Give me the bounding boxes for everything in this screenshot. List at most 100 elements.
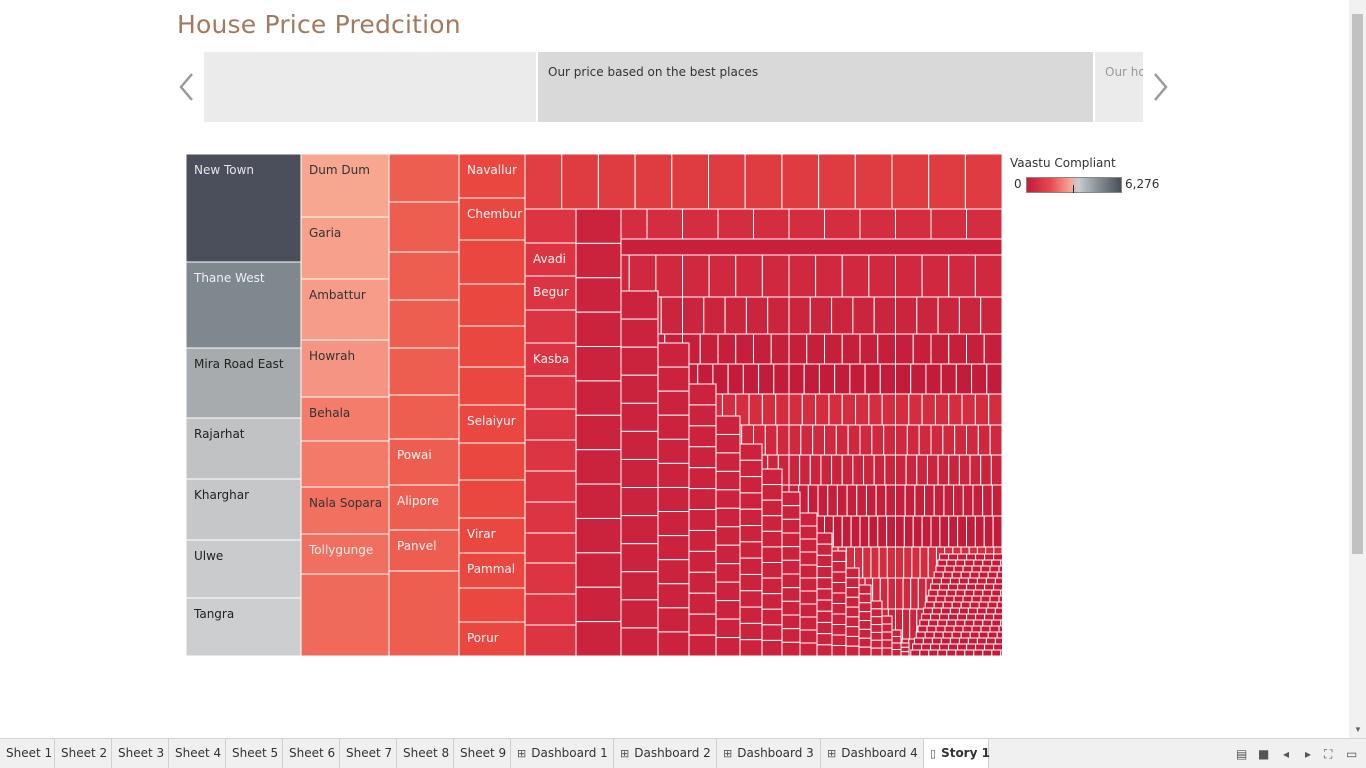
treemap-tile[interactable] bbox=[900, 642, 910, 648]
treemap-tile[interactable] bbox=[900, 646, 910, 653]
treemap-tile[interactable] bbox=[854, 154, 893, 210]
treemap-tile[interactable] bbox=[781, 614, 801, 630]
treemap-tile[interactable] bbox=[924, 484, 935, 517]
treemap-tile[interactable] bbox=[831, 613, 847, 625]
treemap-tile[interactable] bbox=[881, 623, 893, 633]
treemap-tile[interactable] bbox=[781, 600, 801, 616]
treemap-tile[interactable] bbox=[982, 589, 993, 597]
treemap-tile[interactable] bbox=[575, 311, 622, 348]
treemap-tile[interactable] bbox=[845, 616, 860, 628]
treemap-tile[interactable] bbox=[966, 424, 979, 456]
treemap-tile[interactable] bbox=[824, 424, 837, 456]
treemap-tile[interactable] bbox=[715, 526, 741, 546]
treemap-tile[interactable] bbox=[186, 154, 302, 263]
treemap-tile[interactable] bbox=[953, 565, 964, 573]
treemap-tile[interactable] bbox=[300, 573, 390, 656]
treemap-tile[interactable] bbox=[657, 414, 690, 440]
treemap-tile[interactable] bbox=[831, 634, 847, 646]
treemap-tile[interactable] bbox=[912, 515, 923, 548]
treemap-tile[interactable] bbox=[832, 515, 843, 548]
treemap-tile[interactable] bbox=[881, 639, 893, 649]
treemap-tile[interactable] bbox=[983, 333, 1002, 367]
treemap-tile[interactable] bbox=[926, 595, 937, 603]
treemap-tile[interactable] bbox=[949, 637, 960, 645]
treemap-tile[interactable] bbox=[966, 643, 977, 651]
treemap-tile[interactable] bbox=[887, 577, 897, 610]
treemap-tile[interactable] bbox=[575, 449, 622, 485]
treemap-tile[interactable] bbox=[946, 649, 957, 656]
treemap-tile[interactable] bbox=[949, 577, 960, 585]
treemap-tile[interactable] bbox=[891, 649, 902, 657]
treemap-tile[interactable] bbox=[926, 454, 939, 486]
treemap-tile[interactable] bbox=[1000, 559, 1002, 567]
treemap-tile[interactable] bbox=[976, 607, 987, 615]
tab-dashboard-3[interactable]: ⊞ Dashboard 3 bbox=[717, 739, 821, 768]
treemap-tile[interactable] bbox=[868, 393, 883, 426]
treemap-tile[interactable] bbox=[620, 346, 659, 376]
treemap-tile[interactable] bbox=[914, 484, 926, 517]
treemap-tile[interactable] bbox=[831, 571, 847, 583]
treemap-tile[interactable] bbox=[807, 484, 819, 517]
treemap-tile[interactable] bbox=[781, 518, 801, 534]
treemap-tile[interactable] bbox=[524, 439, 577, 472]
treemap-tile[interactable] bbox=[646, 208, 683, 240]
treemap-tile[interactable] bbox=[917, 625, 928, 633]
tab-sheet-1[interactable]: Sheet 1 bbox=[0, 739, 55, 768]
scroll-down-icon[interactable]: ▼ bbox=[1354, 725, 1362, 734]
treemap-tile[interactable] bbox=[620, 543, 659, 573]
treemap-tile[interactable] bbox=[967, 637, 978, 645]
treemap-tile[interactable] bbox=[994, 577, 1002, 585]
treemap-tile[interactable] bbox=[973, 559, 984, 567]
treemap-tile[interactable] bbox=[913, 637, 924, 645]
treemap-tile[interactable] bbox=[958, 607, 969, 615]
treemap-tile[interactable] bbox=[998, 565, 1002, 573]
treemap-tile[interactable] bbox=[998, 595, 1002, 603]
treemap-tile[interactable] bbox=[727, 363, 744, 395]
treemap-tile[interactable] bbox=[982, 484, 993, 517]
treemap-tile[interactable] bbox=[921, 613, 932, 621]
treemap-tile[interactable] bbox=[975, 613, 986, 621]
treemap-tile[interactable] bbox=[761, 639, 783, 656]
treemap-tile[interactable] bbox=[620, 515, 659, 545]
treemap-tile[interactable] bbox=[921, 393, 936, 426]
treemap-tile[interactable] bbox=[971, 565, 982, 573]
story-caption-next[interactable]: Our ho bbox=[1095, 52, 1143, 122]
treemap-tile[interactable] bbox=[715, 563, 741, 583]
treemap-tile[interactable] bbox=[831, 603, 847, 615]
treemap-tile[interactable] bbox=[948, 254, 976, 300]
treemap-tile[interactable] bbox=[824, 208, 861, 240]
treemap-tile[interactable] bbox=[948, 333, 967, 367]
treemap-tile[interactable] bbox=[657, 583, 690, 609]
treemap-tile[interactable] bbox=[688, 634, 717, 656]
treemap-tile[interactable] bbox=[717, 333, 737, 367]
treemap-tile[interactable] bbox=[930, 643, 941, 651]
treemap-tile[interactable] bbox=[186, 417, 302, 480]
treemap-tile[interactable] bbox=[847, 424, 861, 456]
treemap-tile[interactable] bbox=[388, 438, 460, 486]
treemap-tile[interactable] bbox=[976, 637, 987, 645]
treemap-tile[interactable] bbox=[708, 254, 737, 300]
treemap-tile[interactable] bbox=[939, 643, 950, 651]
treemap-tile[interactable] bbox=[918, 424, 932, 456]
treemap-tile[interactable] bbox=[764, 424, 778, 456]
treemap-tile[interactable] bbox=[524, 309, 577, 344]
treemap-tile[interactable] bbox=[858, 602, 872, 613]
treemap-tile[interactable] bbox=[933, 631, 944, 639]
treemap-tile[interactable] bbox=[928, 619, 939, 627]
treemap-tile[interactable] bbox=[942, 571, 953, 579]
treemap-tile[interactable] bbox=[980, 565, 991, 573]
treemap-tile[interactable] bbox=[886, 515, 896, 548]
treemap-tile[interactable] bbox=[910, 363, 927, 395]
treemap-tile[interactable] bbox=[849, 363, 866, 395]
treemap-tile[interactable] bbox=[739, 492, 763, 510]
treemap-tile[interactable] bbox=[841, 333, 861, 367]
treemap-tile[interactable] bbox=[841, 515, 852, 548]
treemap-tile[interactable] bbox=[845, 577, 860, 589]
treemap-tile[interactable] bbox=[858, 593, 872, 604]
treemap-tile[interactable] bbox=[991, 619, 1002, 627]
treemap-tile[interactable] bbox=[761, 562, 783, 579]
treemap-tile[interactable] bbox=[852, 454, 865, 486]
treemap-tile[interactable] bbox=[895, 454, 907, 486]
treemap-tile[interactable] bbox=[836, 484, 848, 517]
treemap-tile[interactable] bbox=[962, 625, 973, 633]
